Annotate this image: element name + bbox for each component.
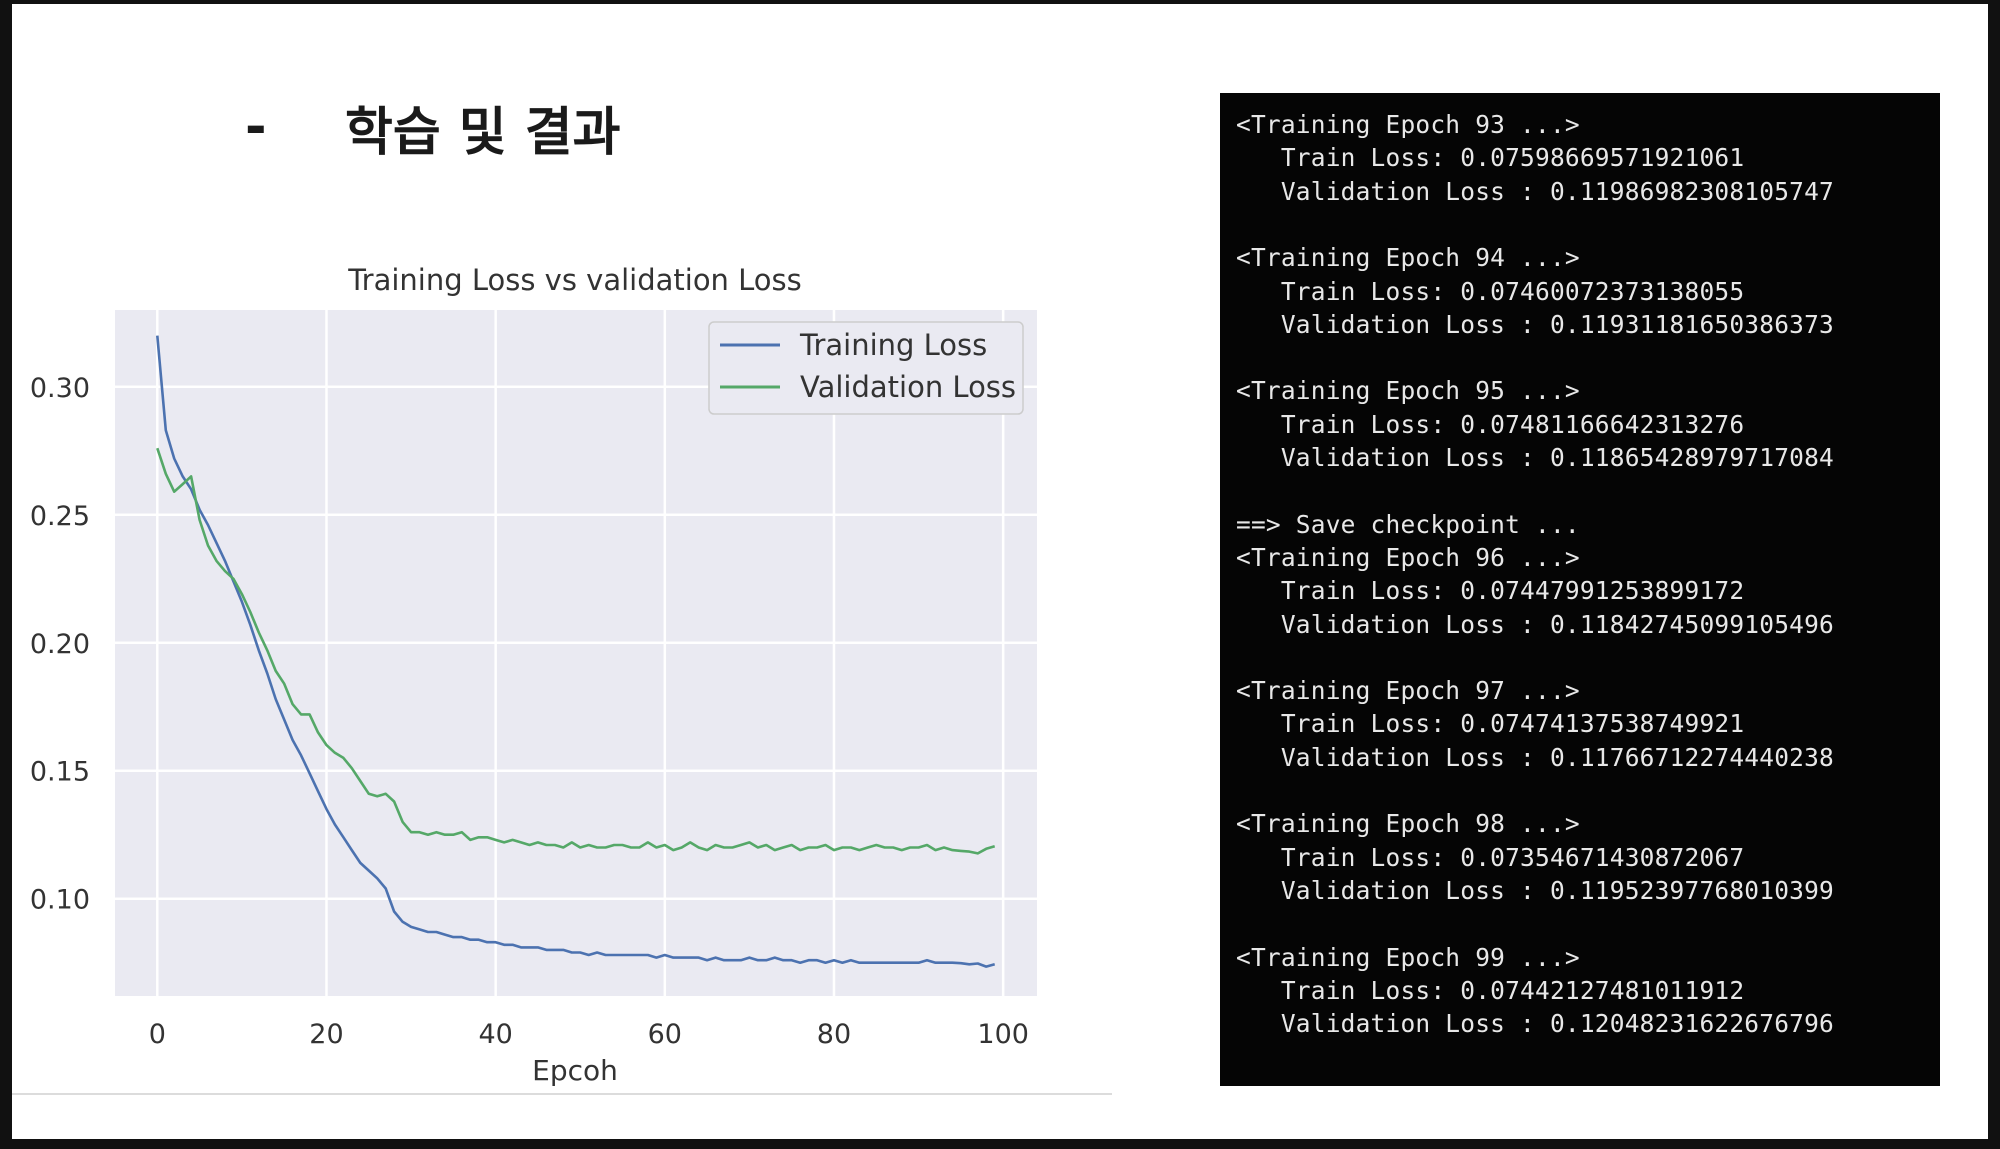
x-tick-label: 100 (977, 1019, 1029, 1050)
terminal-line: <Training Epoch 98 ...> (1236, 809, 1580, 839)
terminal-line: Train Loss: 0.07354671430872067 (1236, 842, 1745, 872)
terminal-line: <Training Epoch 95 ...> (1236, 376, 1580, 406)
series-line-validation-loss (156, 447, 996, 855)
frame-bottom (0, 1139, 2000, 1149)
x-axis-label: Epcoh (532, 1054, 618, 1087)
frame-right (1988, 0, 2000, 1149)
terminal-line: Validation Loss : 0.11865428979717084 (1236, 443, 1835, 472)
terminal-line: Train Loss: 0.07442127481011912 (1236, 975, 1745, 1005)
terminal-line: <Training Epoch 97 ...> (1236, 676, 1580, 706)
slide-title: - 학습 및 결과 (245, 92, 621, 163)
terminal-line: ==> Save checkpoint ... (1236, 509, 1580, 539)
terminal-line: Validation Loss : 0.12048231622676796 (1236, 1009, 1835, 1039)
x-tick-label: 80 (817, 1019, 851, 1050)
frame-top (0, 0, 2000, 4)
x-tick-label: 60 (648, 1019, 682, 1050)
x-tick-label: 20 (309, 1019, 343, 1050)
y-tick-label: 0.10 (30, 885, 90, 916)
title-text: 학습 및 결과 (345, 102, 621, 163)
terminal-line: Validation Loss : 0.11842745099105496 (1236, 609, 1835, 639)
terminal-line: Train Loss: 0.07481166642313276 (1236, 409, 1745, 439)
x-tick-label: 0 (149, 1019, 166, 1050)
terminal-line: Validation Loss : 0.11952397768010399 (1236, 875, 1835, 905)
tick-labels: 0 20 40 60 80 100 0.10 0.15 0.20 0.25 0.30 (30, 373, 1029, 1050)
terminal-output: <Training Epoch 93 ...> Train Loss: 0.07… (1220, 93, 1940, 1086)
terminal-line: <Training Epoch 96 ...> (1236, 542, 1580, 572)
loss-chart: Training Loss vs validation Loss 0 20 40 60… (30, 263, 1037, 1087)
title-bullet: - (245, 97, 267, 157)
terminal-line: Validation Loss : 0.11931181650386373 (1236, 309, 1835, 339)
terminal-line: Train Loss: 0.07474137538749921 (1236, 709, 1745, 739)
x-tick-label: 40 (478, 1019, 512, 1050)
legend-label: Validation Loss (800, 370, 1016, 404)
y-tick-label: 0.25 (30, 501, 90, 532)
terminal-line: Train Loss: 0.07460072373138055 (1236, 276, 1745, 306)
terminal-line: <Training Epoch 99 ...> (1236, 942, 1580, 972)
terminal-line: Validation Loss : 0.11986982308105747 (1236, 176, 1835, 206)
terminal-line: Train Loss: 0.07447991253899172 (1236, 576, 1745, 606)
chart-title: Training Loss vs validation Loss (347, 263, 802, 297)
y-tick-label: 0.15 (30, 757, 90, 788)
grid-lines (115, 310, 1037, 996)
slide-divider (12, 1093, 1112, 1095)
y-tick-label: 0.30 (30, 373, 90, 404)
series-line-training-loss (156, 335, 996, 968)
series-lines (156, 335, 996, 968)
legend-box (708, 321, 1024, 415)
legend: Training Loss Validation Loss (708, 321, 1024, 415)
terminal-line: Train Loss: 0.07598669571921061 (1236, 143, 1745, 173)
terminal-line: Validation Loss : 0.11766712274440238 (1236, 742, 1835, 772)
terminal-line: <Training Epoch 93 ...> (1236, 110, 1580, 139)
frame-left (0, 0, 12, 1149)
y-tick-label: 0.20 (30, 629, 90, 660)
terminal-line: <Training Epoch 94 ...> (1236, 243, 1580, 273)
legend-label: Training Loss (799, 328, 987, 362)
